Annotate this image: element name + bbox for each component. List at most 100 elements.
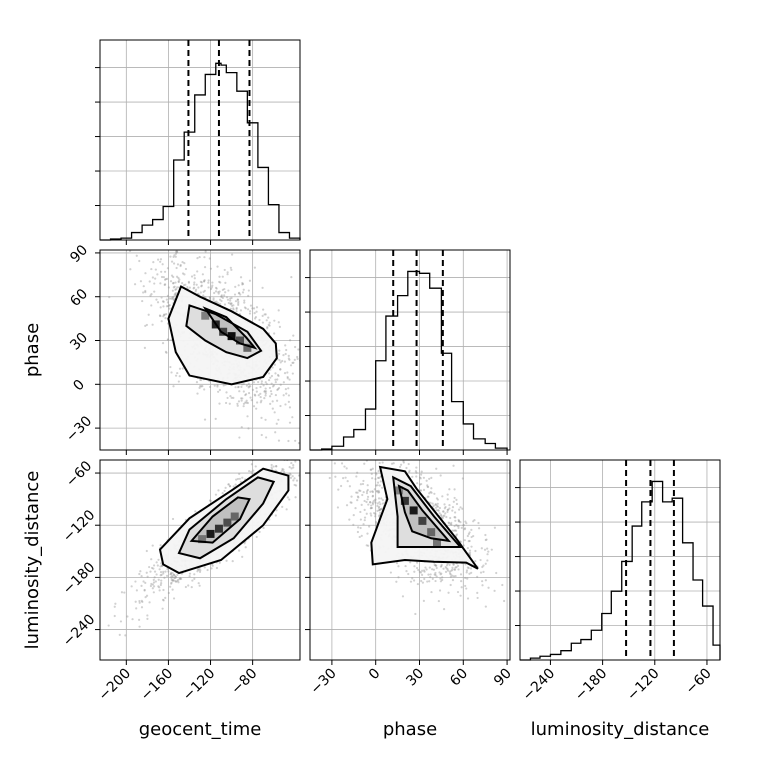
scatter-point xyxy=(379,511,382,514)
scatter-point xyxy=(279,361,282,364)
scatter-point xyxy=(305,458,307,460)
scatter-point xyxy=(354,506,357,510)
scatter-point xyxy=(264,313,267,316)
scatter-point xyxy=(374,498,377,501)
scatter-point xyxy=(242,402,246,405)
scatter-point xyxy=(404,564,407,568)
scatter-point xyxy=(370,506,374,510)
scatter-point xyxy=(138,572,141,576)
scatter-point xyxy=(203,279,206,283)
scatter-point xyxy=(172,262,176,265)
scatter-point xyxy=(416,482,419,485)
scatter-point xyxy=(160,275,164,279)
scatter-point xyxy=(239,309,243,312)
scatter-point xyxy=(196,570,199,573)
scatter-point xyxy=(160,582,163,585)
density-phase-x-tick-label: 30 xyxy=(403,666,427,690)
scatter-point xyxy=(170,571,173,574)
scatter-point xyxy=(452,529,456,532)
scatter-point xyxy=(453,568,457,571)
scatter-point xyxy=(293,358,296,361)
scatter-point xyxy=(295,479,299,482)
scatter-point xyxy=(371,503,375,506)
scatter-point xyxy=(373,457,375,459)
scatter-point xyxy=(172,275,175,279)
scatter-point xyxy=(463,527,467,530)
scatter-point xyxy=(154,268,157,271)
density-luminosity-distance-y-tick-label: −180 xyxy=(60,559,99,598)
scatter-point xyxy=(294,439,297,442)
scatter-point xyxy=(174,580,177,583)
scatter-point xyxy=(226,273,229,276)
scatter-point xyxy=(153,576,156,579)
scatter-point xyxy=(161,342,165,345)
scatter-point xyxy=(241,282,245,286)
scatter-point xyxy=(306,372,308,374)
scatter-point xyxy=(217,489,220,492)
scatter-point xyxy=(161,607,164,610)
scatter-point xyxy=(422,488,426,491)
scatter-point xyxy=(284,387,287,391)
contour-line-level-1 xyxy=(167,285,278,386)
scatter-point xyxy=(277,418,280,421)
scatter-point xyxy=(453,524,456,528)
scatter-point xyxy=(212,297,215,300)
scatter-point xyxy=(252,469,255,472)
scatter-point xyxy=(192,283,196,286)
scatter-point xyxy=(448,503,451,507)
scatter-point xyxy=(176,579,179,583)
scatter-point xyxy=(300,296,302,298)
density-peak-cell xyxy=(198,535,207,544)
scatter-point xyxy=(445,515,448,519)
contour-line-level-3 xyxy=(189,496,251,544)
scatter-point xyxy=(283,372,287,375)
scatter-point xyxy=(221,288,224,291)
scatter-point xyxy=(447,521,450,524)
scatter-point xyxy=(159,306,162,309)
scatter-point xyxy=(455,523,458,527)
scatter-point xyxy=(352,523,355,526)
x-axis-label-phase: phase xyxy=(383,719,437,740)
scatter-point xyxy=(142,580,145,583)
density-peak-cell xyxy=(236,336,244,345)
scatter-point xyxy=(423,577,426,581)
scatter-point xyxy=(450,521,453,524)
scatter-point xyxy=(368,525,371,528)
scatter-point xyxy=(348,518,351,521)
scatter-point xyxy=(358,455,360,457)
scatter-point xyxy=(192,287,195,290)
scatter-point xyxy=(114,602,117,605)
scatter-point xyxy=(262,384,265,387)
scatter-point xyxy=(226,298,230,301)
scatter-point xyxy=(493,526,496,529)
scatter-point xyxy=(169,280,173,283)
scatter-point xyxy=(194,288,198,291)
scatter-point xyxy=(428,566,431,569)
scatter-point xyxy=(143,589,146,592)
scatter-point xyxy=(286,453,288,455)
scatter-point xyxy=(482,570,485,573)
scatter-point xyxy=(350,501,353,504)
scatter-point xyxy=(162,305,165,308)
scatter-point xyxy=(359,526,362,530)
scatter-point xyxy=(360,534,363,537)
scatter-point xyxy=(445,567,448,570)
scatter-point xyxy=(294,496,297,499)
scatter-point xyxy=(135,254,138,257)
scatter-point xyxy=(423,442,425,444)
scatter-point xyxy=(274,393,277,397)
scatter-point xyxy=(140,584,143,587)
scatter-point xyxy=(448,572,452,575)
scatter-point xyxy=(248,385,251,388)
scatter-point xyxy=(356,491,359,494)
scatter-point xyxy=(378,508,382,511)
scatter-point xyxy=(370,504,373,507)
scatter-point xyxy=(188,575,191,578)
scatter-point xyxy=(472,534,475,538)
scatter-point xyxy=(167,338,170,341)
density-phase-x-tick-label: 60 xyxy=(447,666,471,690)
scatter-point xyxy=(260,416,263,419)
scatter-point xyxy=(450,569,453,572)
scatter-point xyxy=(333,462,336,465)
scatter-point xyxy=(306,434,308,436)
